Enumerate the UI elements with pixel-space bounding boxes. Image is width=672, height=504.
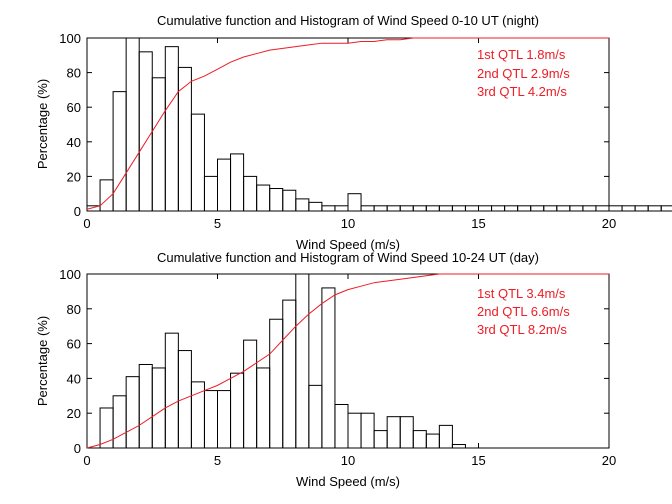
histogram-bar (438, 424, 453, 449)
x-axis-label: Wind Speed (m/s) (296, 237, 400, 252)
y-tick-label: 20 (67, 169, 81, 184)
x-tick-label: 15 (471, 453, 485, 468)
quartile-1-annotation: 1st QTL 1.8m/s (477, 47, 566, 62)
histogram (86, 37, 672, 212)
x-axis-label: Wind Speed (m/s) (296, 474, 400, 489)
quartile-2-annotation: 2nd QTL 2.9m/s (477, 66, 570, 81)
y-tick-label: 0 (74, 204, 81, 219)
chart-title: Cumulative function and Histogram of Win… (157, 13, 539, 28)
histogram-bar (451, 444, 466, 449)
chart-panel-night: Cumulative function and Histogram of Win… (35, 13, 672, 252)
quartile-3-annotation: 3rd QTL 8.2m/s (477, 322, 567, 337)
y-axis-label: Percentage (%) (35, 316, 50, 406)
y-tick-label: 60 (67, 337, 81, 352)
x-tick-label: 0 (83, 453, 90, 468)
cumulative-line (86, 273, 609, 449)
y-tick-label: 80 (67, 302, 81, 317)
x-tick-label: 15 (471, 216, 485, 231)
x-tick-label: 20 (602, 216, 616, 231)
y-tick-label: 60 (67, 100, 81, 115)
x-tick-label: 5 (214, 453, 221, 468)
y-tick-label: 100 (59, 267, 81, 282)
y-tick-label: 20 (67, 406, 81, 421)
histogram-bar (321, 287, 336, 449)
histogram-bar (295, 273, 310, 449)
cumulative-curve (86, 273, 609, 449)
histogram (99, 273, 466, 449)
x-tick-label: 10 (341, 453, 355, 468)
quartile-1-annotation: 1st QTL 3.4m/s (477, 286, 566, 301)
y-tick-label: 40 (67, 371, 81, 386)
quartile-2-annotation: 2nd QTL 6.6m/s (477, 304, 570, 319)
chart-panel-day: Cumulative function and Histogram of Win… (35, 250, 616, 489)
plot-area (86, 37, 610, 212)
y-tick-label: 100 (59, 31, 81, 46)
x-tick-label: 10 (341, 216, 355, 231)
histogram-bar (190, 113, 205, 212)
plot-area (86, 273, 610, 449)
axis-ticks: 0 5 10 15 20 0 20 40 60 80 100 (59, 31, 616, 231)
cumulative-curve (86, 37, 609, 210)
histogram-bar (660, 205, 672, 212)
chart-title: Cumulative function and Histogram of Win… (157, 250, 539, 265)
y-tick-label: 0 (74, 441, 81, 456)
histogram-bar (347, 193, 362, 212)
y-tick-label: 40 (67, 135, 81, 150)
y-tick-label: 80 (67, 66, 81, 81)
x-tick-label: 0 (83, 216, 90, 231)
cumulative-line (86, 37, 609, 210)
y-axis-label: Percentage (%) (35, 79, 50, 169)
quartile-3-annotation: 3rd QTL 4.2m/s (477, 84, 567, 99)
x-tick-label: 5 (214, 216, 221, 231)
x-tick-label: 20 (602, 453, 616, 468)
